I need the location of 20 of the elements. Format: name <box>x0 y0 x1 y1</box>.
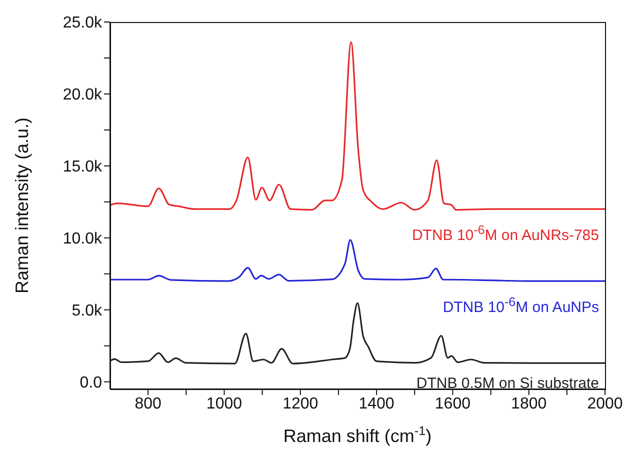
series-label: DTNB 10$^{-6}$M on AuNPs <box>442 294 599 318</box>
line-series <box>110 239 605 282</box>
x-tick-label: 2000 <box>587 395 623 412</box>
y-tick-label: 10.0k <box>62 230 103 248</box>
line-series <box>110 41 605 211</box>
y-tick-label: 15.0k <box>62 158 103 176</box>
y-tick-label: 25.0k <box>62 14 103 32</box>
x-tick-label: 1400 <box>358 395 394 412</box>
series-label: DTNB 10$^{-6}$M on AuNRs-785 <box>412 222 599 246</box>
x-tick-label: 1800 <box>511 395 547 412</box>
x-tick-label: 1600 <box>434 395 471 412</box>
x-tick-label: 1000 <box>206 395 242 412</box>
y-axis-title: Raman intensity (a.u.) <box>12 117 32 294</box>
series-label: DTNB 0.5M on Si substrate <box>416 375 599 394</box>
x-axis-title: Raman shift (cm$^{-1}$) <box>283 424 432 446</box>
x-tick-label: 800 <box>134 395 162 412</box>
y-tick-label: 5.0k <box>72 302 103 320</box>
x-tick-label: 1200 <box>282 395 318 412</box>
y-tick-label: 20.0k <box>62 86 103 104</box>
y-tick-label: 0.0 <box>80 374 102 392</box>
